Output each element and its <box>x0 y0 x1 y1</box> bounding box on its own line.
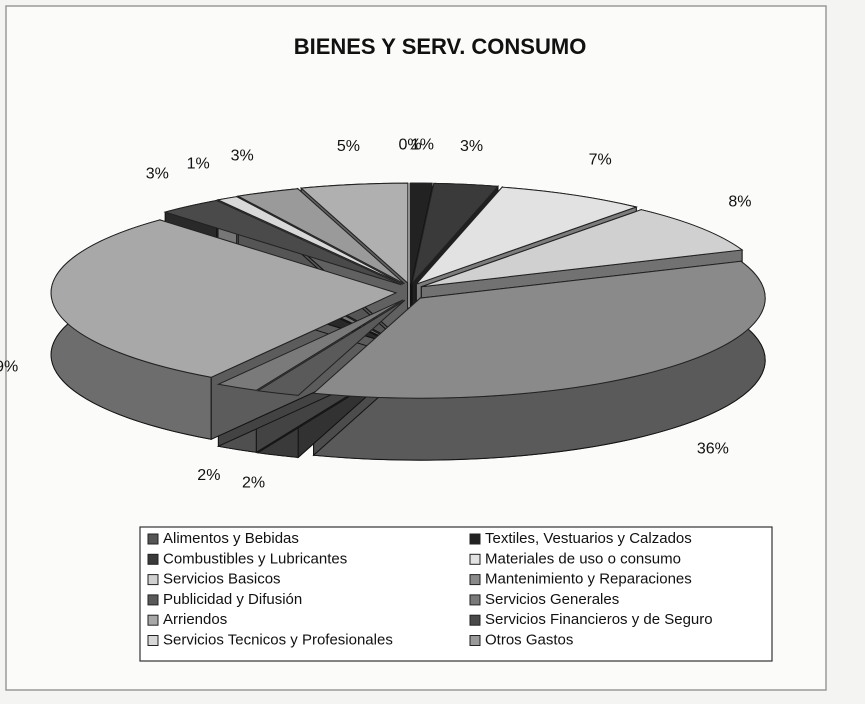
legend-swatch <box>469 635 481 646</box>
chart-title: BIENES Y SERV. CONSUMO <box>294 34 587 59</box>
data-label: 2% <box>242 474 265 491</box>
data-label: 3% <box>231 148 254 165</box>
slice <box>414 186 639 286</box>
data-label: 3% <box>146 165 169 182</box>
data-label: 1% <box>411 136 434 153</box>
legend-label: Publicidad y Difusión <box>163 591 302 608</box>
legend-swatch <box>147 614 159 626</box>
legend-label: Otros Gastos <box>485 631 573 648</box>
slice <box>300 182 409 285</box>
legend-label: Mantenimiento y Reparaciones <box>485 571 692 588</box>
legend-label: Servicios Tecnicos y Profesionales <box>163 631 393 648</box>
legend-label: Combustibles y Lubricantes <box>163 550 347 567</box>
slice <box>163 199 402 286</box>
legend-label: Servicios Generales <box>485 591 619 608</box>
legend-swatch <box>147 533 159 545</box>
slice <box>236 188 405 285</box>
data-label: 8% <box>728 194 751 211</box>
legend-label: Materiales de uso o consumo <box>485 550 681 567</box>
legend-label: Alimentos y Bebidas <box>163 530 299 547</box>
slice <box>50 219 398 378</box>
legend-label: Arriendos <box>163 611 227 628</box>
legend-swatch <box>147 635 159 646</box>
data-label: 7% <box>589 151 612 168</box>
legend-swatch <box>469 533 481 545</box>
legend-swatch <box>469 594 481 606</box>
legend-label: Servicios Basicos <box>163 571 281 588</box>
slice <box>216 196 404 285</box>
legend-label: Servicios Financieros y de Seguro <box>485 611 713 628</box>
legend-swatch <box>469 614 481 626</box>
slice <box>409 182 433 284</box>
data-label: 2% <box>197 467 220 484</box>
data-label: 29% <box>0 358 18 375</box>
slice <box>411 182 500 285</box>
legend-swatch <box>469 553 481 565</box>
legend-label: Textiles, Vestuarios y Calzados <box>485 530 692 547</box>
slice <box>256 299 406 396</box>
slice <box>312 260 766 399</box>
legend-swatch <box>469 574 481 586</box>
data-label: 0% <box>398 136 421 153</box>
legend-swatch <box>147 553 159 565</box>
slice <box>421 209 744 288</box>
legend-box <box>139 526 773 662</box>
data-label: 5% <box>337 138 360 155</box>
slice <box>216 299 404 391</box>
legend-swatch <box>147 594 159 606</box>
legend-swatch <box>147 574 159 586</box>
data-label: 1% <box>187 156 210 173</box>
data-label: 3% <box>460 138 483 155</box>
data-label: 36% <box>697 440 729 457</box>
